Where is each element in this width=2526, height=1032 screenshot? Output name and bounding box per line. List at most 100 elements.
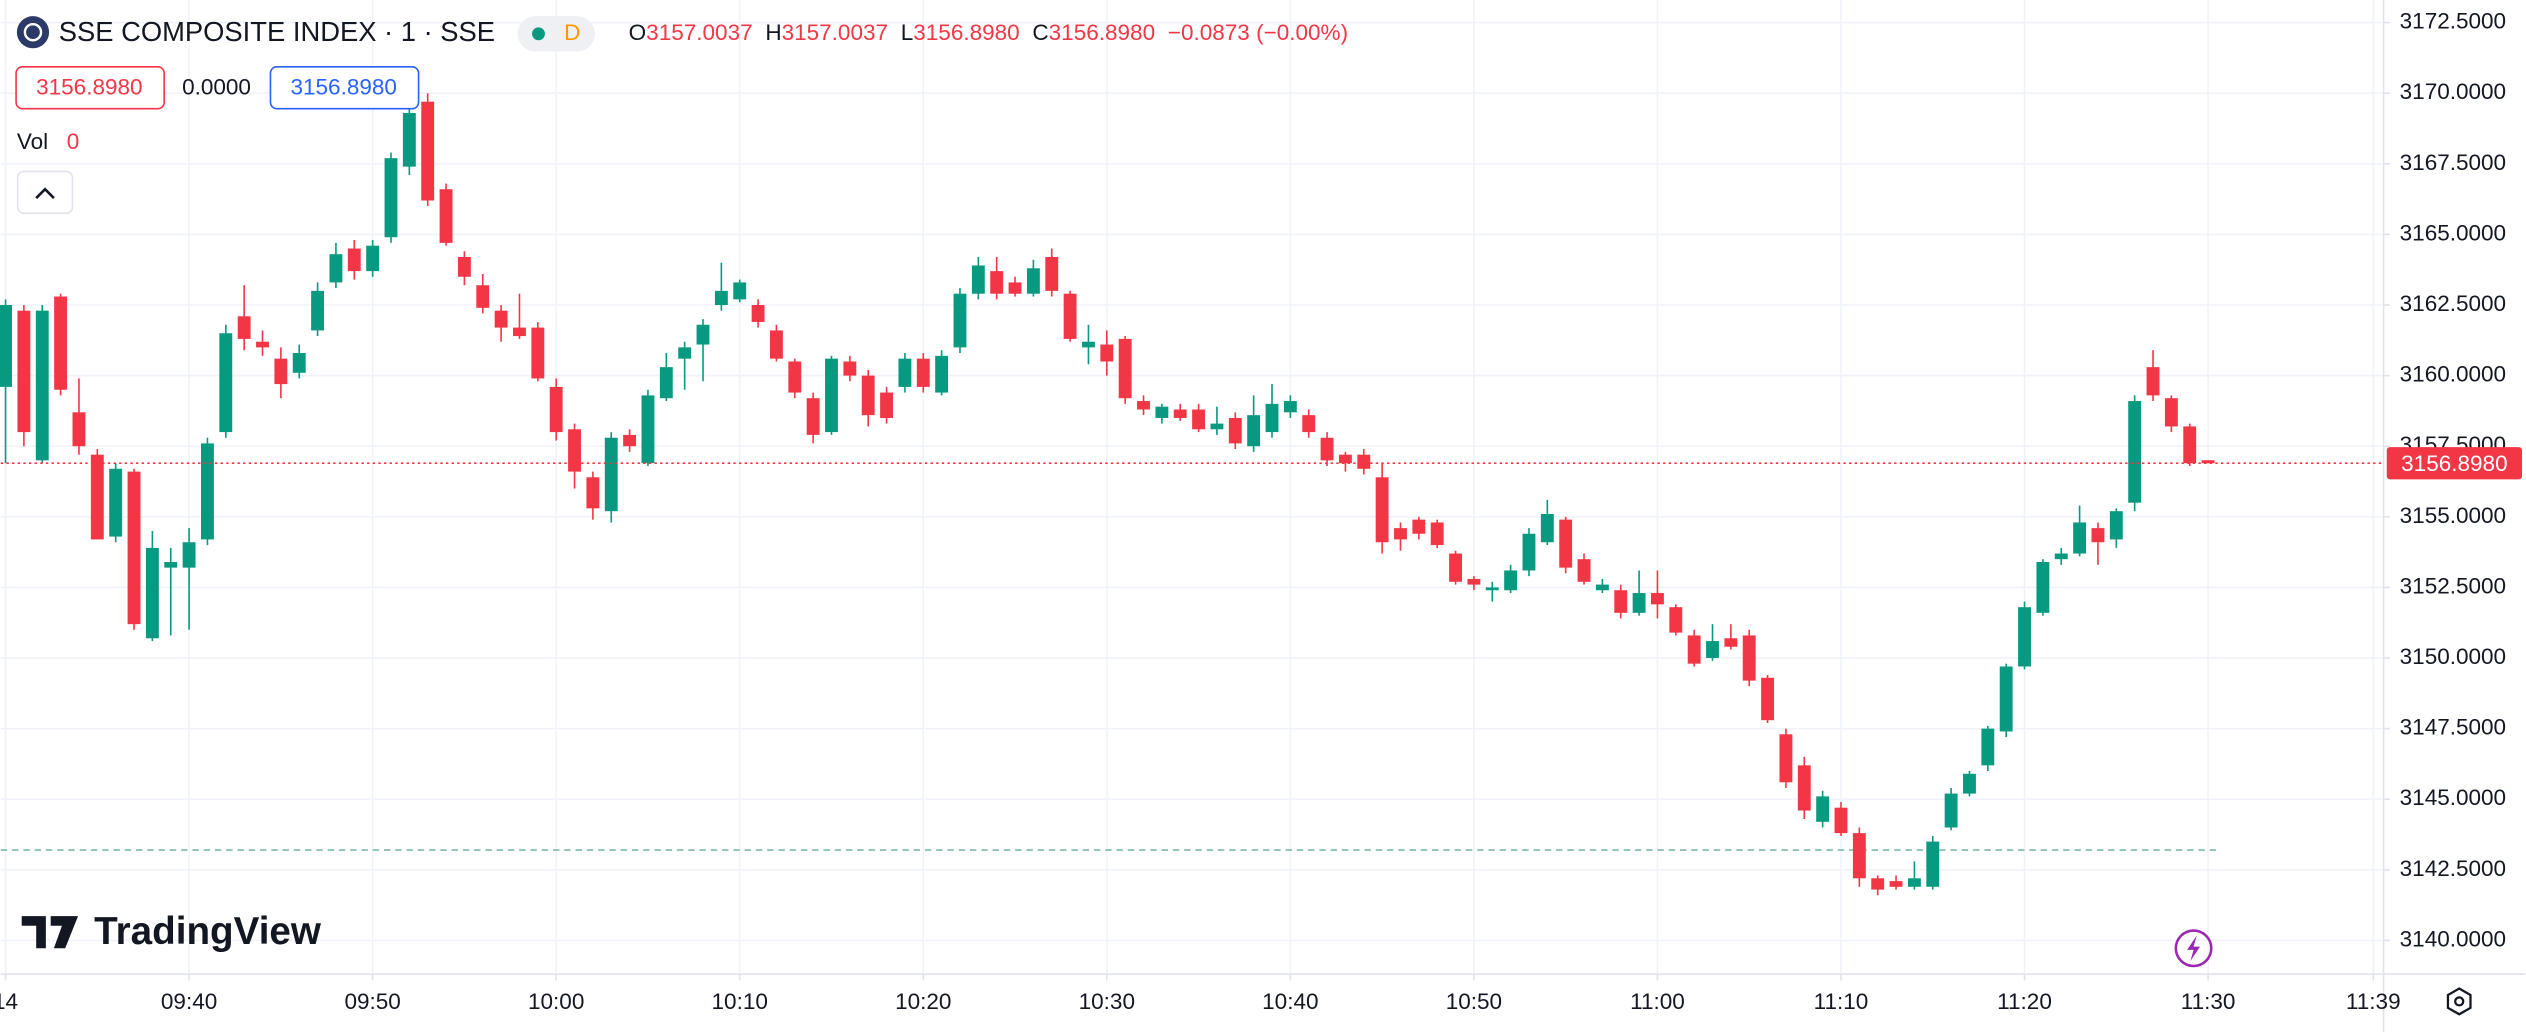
candle-body [1779, 734, 1793, 783]
alert-icon[interactable] [2174, 929, 2213, 968]
candle-body [1651, 593, 1664, 605]
candle-body [733, 282, 747, 300]
c-label: C [1032, 20, 1048, 45]
vol-value: 0 [67, 129, 80, 154]
candle-body [1247, 415, 1261, 447]
plot [0, 93, 2384, 896]
y-tick-label: 3160.0000 [2400, 362, 2506, 387]
candle-body [292, 353, 306, 373]
candle-body [494, 310, 508, 328]
candle-body [1504, 570, 1518, 591]
candle-body [1155, 406, 1169, 418]
x-tick-label: 11:00 [1630, 989, 1685, 1014]
y-tick-label: 3172.5000 [2400, 9, 2506, 34]
settings-icon[interactable] [2446, 987, 2472, 1016]
candle-body [641, 395, 655, 464]
candle-body [2128, 401, 2142, 503]
candle-body [182, 542, 196, 568]
last-price-label: 3156.8980 [2401, 451, 2507, 476]
candle-body [751, 305, 765, 322]
candle-body [1320, 437, 1334, 461]
badge-pill[interactable] [517, 16, 595, 52]
candle-body [935, 355, 949, 393]
candle-body [1008, 282, 1022, 294]
candle-body [953, 293, 967, 348]
candle-body [1082, 341, 1095, 348]
candle-body [90, 454, 104, 540]
candle-body [237, 316, 251, 339]
candle-body [623, 434, 637, 447]
candle-body [2183, 426, 2197, 464]
y-tick-label: 3167.5000 [2400, 150, 2506, 175]
sell-box[interactable] [15, 66, 165, 110]
x-tick-label: 10:10 [712, 989, 768, 1014]
x-tick-label: 11:39 [2346, 989, 2401, 1014]
last-price-box [2386, 447, 2523, 480]
candle-body [1797, 765, 1811, 811]
y-tick-label: 3142.5000 [2400, 856, 2506, 881]
candle-body [825, 358, 838, 433]
candle-body [127, 471, 141, 625]
x-tick-label: 09:40 [161, 989, 217, 1014]
candle-body [256, 341, 269, 348]
o-value: 3157.0037 [646, 20, 752, 45]
buy-box[interactable] [269, 66, 420, 110]
candle-body [421, 101, 435, 201]
candle-body [513, 327, 526, 337]
candle-body [1412, 519, 1426, 534]
candle-body [2018, 607, 2031, 667]
candle-body [1632, 593, 1646, 613]
candle-body [1449, 553, 1462, 582]
candle-body [1045, 256, 1059, 291]
collapse-button[interactable] [16, 170, 74, 215]
y-tick-label: 3150.0000 [2400, 644, 2506, 669]
candle-body [568, 429, 581, 472]
candle-body [35, 310, 49, 461]
candle-body [1265, 403, 1279, 433]
candle-body [880, 392, 893, 418]
brand: TradingView [94, 910, 322, 953]
candle-body [2073, 522, 2087, 554]
h-label: H [765, 20, 781, 45]
ohlc-legend: O3157.0037 H3157.0037 L3156.8980 C3156.8… [629, 20, 1348, 45]
x-tick-label: 10:20 [895, 989, 951, 1014]
candle-body [1228, 417, 1242, 444]
candle-body [1614, 590, 1628, 613]
sell-price: 3156.8980 [36, 75, 142, 100]
x-tick-label: 09:50 [344, 989, 400, 1014]
status-dot [532, 27, 545, 41]
vol-label: Vol [17, 129, 48, 154]
candle-body [604, 437, 618, 512]
candle-body [1871, 878, 1885, 890]
candle-body [806, 398, 820, 435]
candle-body [54, 296, 68, 390]
candle-body [1889, 881, 1903, 887]
candle-body [916, 358, 930, 387]
candle-body [1192, 409, 1206, 430]
candle-body [1100, 344, 1114, 362]
candle-body [1338, 454, 1352, 464]
candle-body [788, 361, 802, 393]
badge: D [564, 20, 580, 45]
candle-body [2164, 398, 2178, 427]
x-tick-label: 11:20 [1997, 989, 2052, 1014]
symbol-title[interactable]: SSE COMPOSITE INDEX · 1 · SSE [59, 16, 495, 47]
candle-body [1485, 587, 1499, 591]
candle-body [1540, 513, 1554, 543]
buy-price: 3156.8980 [290, 75, 396, 100]
candle-body [1394, 528, 1407, 540]
candle-body [1724, 638, 1738, 647]
candle-body [1137, 401, 1150, 410]
candle-body [109, 468, 123, 537]
candle-body [2201, 460, 2215, 464]
candle-body [17, 310, 31, 433]
brand-logo [21, 916, 79, 949]
candle-body [1595, 584, 1609, 591]
x-tick-label: 10:00 [528, 989, 584, 1014]
x-tick-label: 11:30 [2181, 989, 2236, 1014]
candle-body [769, 330, 783, 359]
o-label: O [629, 20, 647, 45]
candle-body [347, 248, 361, 272]
